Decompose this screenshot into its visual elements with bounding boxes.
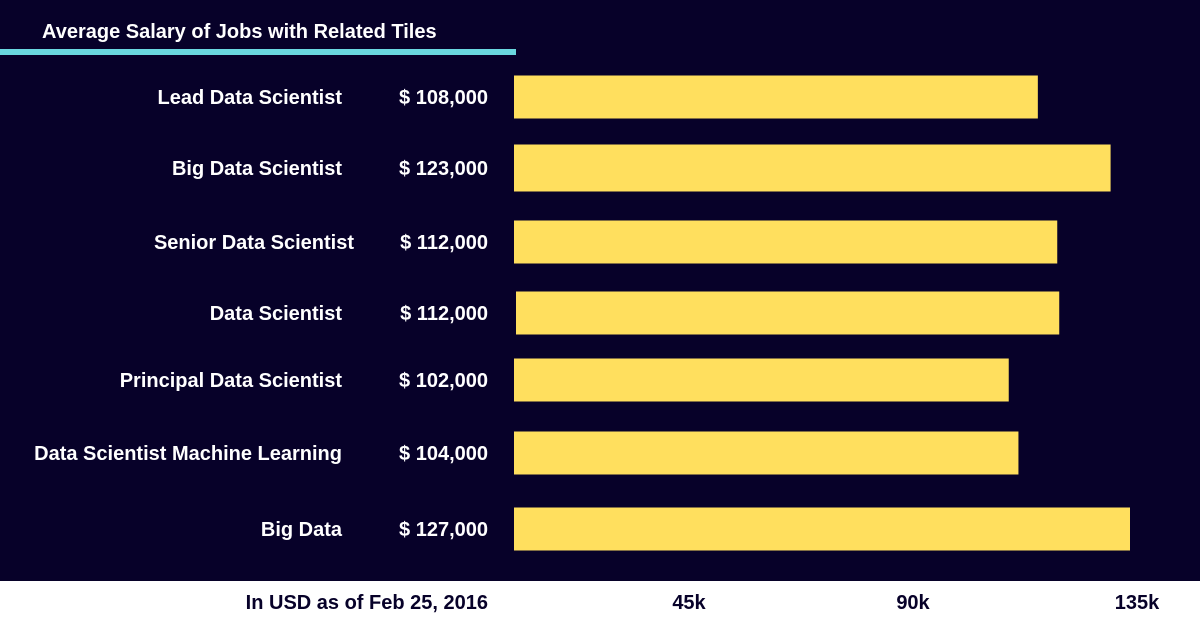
x-tick-label: 135k	[1115, 592, 1160, 614]
value-label: $ 102,000	[399, 370, 488, 392]
x-tick-label: 90k	[896, 592, 930, 614]
bar	[514, 358, 1009, 402]
x-tick-label: 45k	[672, 592, 706, 614]
value-label: $ 123,000	[399, 158, 488, 180]
bar	[514, 220, 1058, 264]
value-label: $ 104,000	[399, 443, 488, 465]
category-label: Big Data Scientist	[172, 158, 342, 180]
bar	[514, 144, 1111, 192]
chart-title: Average Salary of Jobs with Related Tile…	[42, 21, 437, 43]
category-label: Data Scientist	[210, 303, 343, 325]
category-label: Senior Data Scientist	[154, 232, 354, 254]
x-axis-label: In USD as of Feb 25, 2016	[246, 592, 488, 614]
category-label: Data Scientist Machine Learning	[34, 443, 342, 465]
axis-footer-background	[0, 581, 1200, 628]
category-label: Big Data	[261, 519, 343, 541]
category-label: Lead Data Scientist	[157, 87, 342, 109]
category-label: Principal Data Scientist	[120, 370, 343, 392]
bar	[516, 291, 1060, 335]
title-underline	[0, 49, 516, 55]
value-label: $ 127,000	[399, 519, 488, 541]
value-label: $ 108,000	[399, 87, 488, 109]
bar	[514, 507, 1130, 551]
bar	[514, 75, 1038, 119]
bar	[514, 431, 1019, 475]
value-label: $ 112,000	[400, 303, 488, 325]
value-label: $ 112,000	[400, 232, 488, 254]
